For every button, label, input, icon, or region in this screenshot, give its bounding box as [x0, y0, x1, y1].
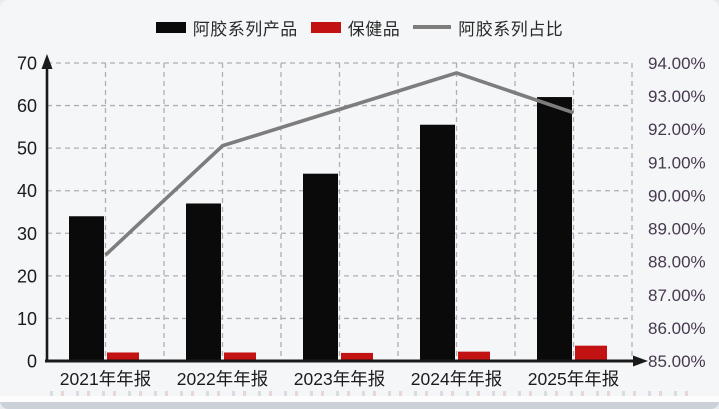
x-axis-label: 2021年年报 [60, 369, 151, 389]
x-axis-arrow [633, 355, 648, 367]
legend-swatch-bar2 [310, 21, 341, 33]
bar-health-products [224, 352, 256, 362]
x-axis-label: 2023年年报 [294, 369, 385, 389]
bar-gelatin-products [537, 97, 572, 363]
x-axis-label: 2024年年报 [411, 369, 502, 389]
right-axis-tick: 89.00% [648, 220, 706, 239]
right-axis-tick: 88.00% [648, 253, 706, 272]
bar-gelatin-products [69, 216, 104, 362]
left-axis-tick: 30 [17, 224, 37, 244]
right-axis-tick: 92.00% [648, 120, 706, 139]
right-axis-tick: 94.00% [648, 54, 706, 73]
legend-label-gelatin-share: 阿胶系列占比 [458, 19, 564, 39]
bar-gelatin-products [186, 203, 221, 362]
left-axis-tick: 70 [17, 54, 37, 74]
footer-white-strip [0, 396, 719, 402]
left-axis-tick: 40 [17, 181, 37, 201]
legend-item-health-products: 保健品 [310, 15, 401, 40]
right-axis-tick: 87.00% [648, 286, 706, 305]
right-axis-tick: 91.00% [648, 153, 706, 172]
left-axis-tick: 50 [17, 139, 37, 159]
right-axis-tick: 85.00% [648, 352, 706, 371]
left-axis-tick: 60 [17, 96, 37, 116]
x-axis-label: 2025年年报 [528, 369, 619, 389]
bar-gelatin-products [303, 173, 338, 362]
legend-swatch-bar1 [155, 21, 186, 33]
bar-health-products [107, 352, 139, 362]
footer-gray-strip [0, 402, 719, 409]
left-axis-tick: 20 [17, 266, 37, 286]
x-axis-label: 2022年年报 [177, 369, 268, 389]
legend-item-gelatin-share: 阿胶系列占比 [413, 15, 563, 40]
left-axis-tick: 10 [17, 309, 37, 329]
y-axis-arrow [41, 54, 53, 69]
bar-health-products [341, 352, 373, 362]
footer-fineprint-row [50, 391, 689, 396]
right-axis-tick: 90.00% [648, 186, 706, 205]
legend-swatch-line [413, 25, 452, 29]
legend-label-health-products: 保健品 [347, 19, 401, 39]
bar-gelatin-products [420, 124, 455, 362]
legend-label-gelatin-products: 阿胶系列产品 [192, 19, 298, 39]
legend-item-gelatin-products: 阿胶系列产品 [155, 15, 298, 40]
left-axis-tick: 0 [27, 352, 37, 372]
bar-health-products [458, 351, 490, 362]
share-line [104, 71, 575, 257]
right-axis-tick: 93.00% [648, 87, 706, 106]
right-axis-tick: 86.00% [648, 319, 706, 338]
bar-health-products [575, 345, 607, 362]
chart-legend: 阿胶系列产品 保健品 阿胶系列占比 [0, 14, 719, 40]
